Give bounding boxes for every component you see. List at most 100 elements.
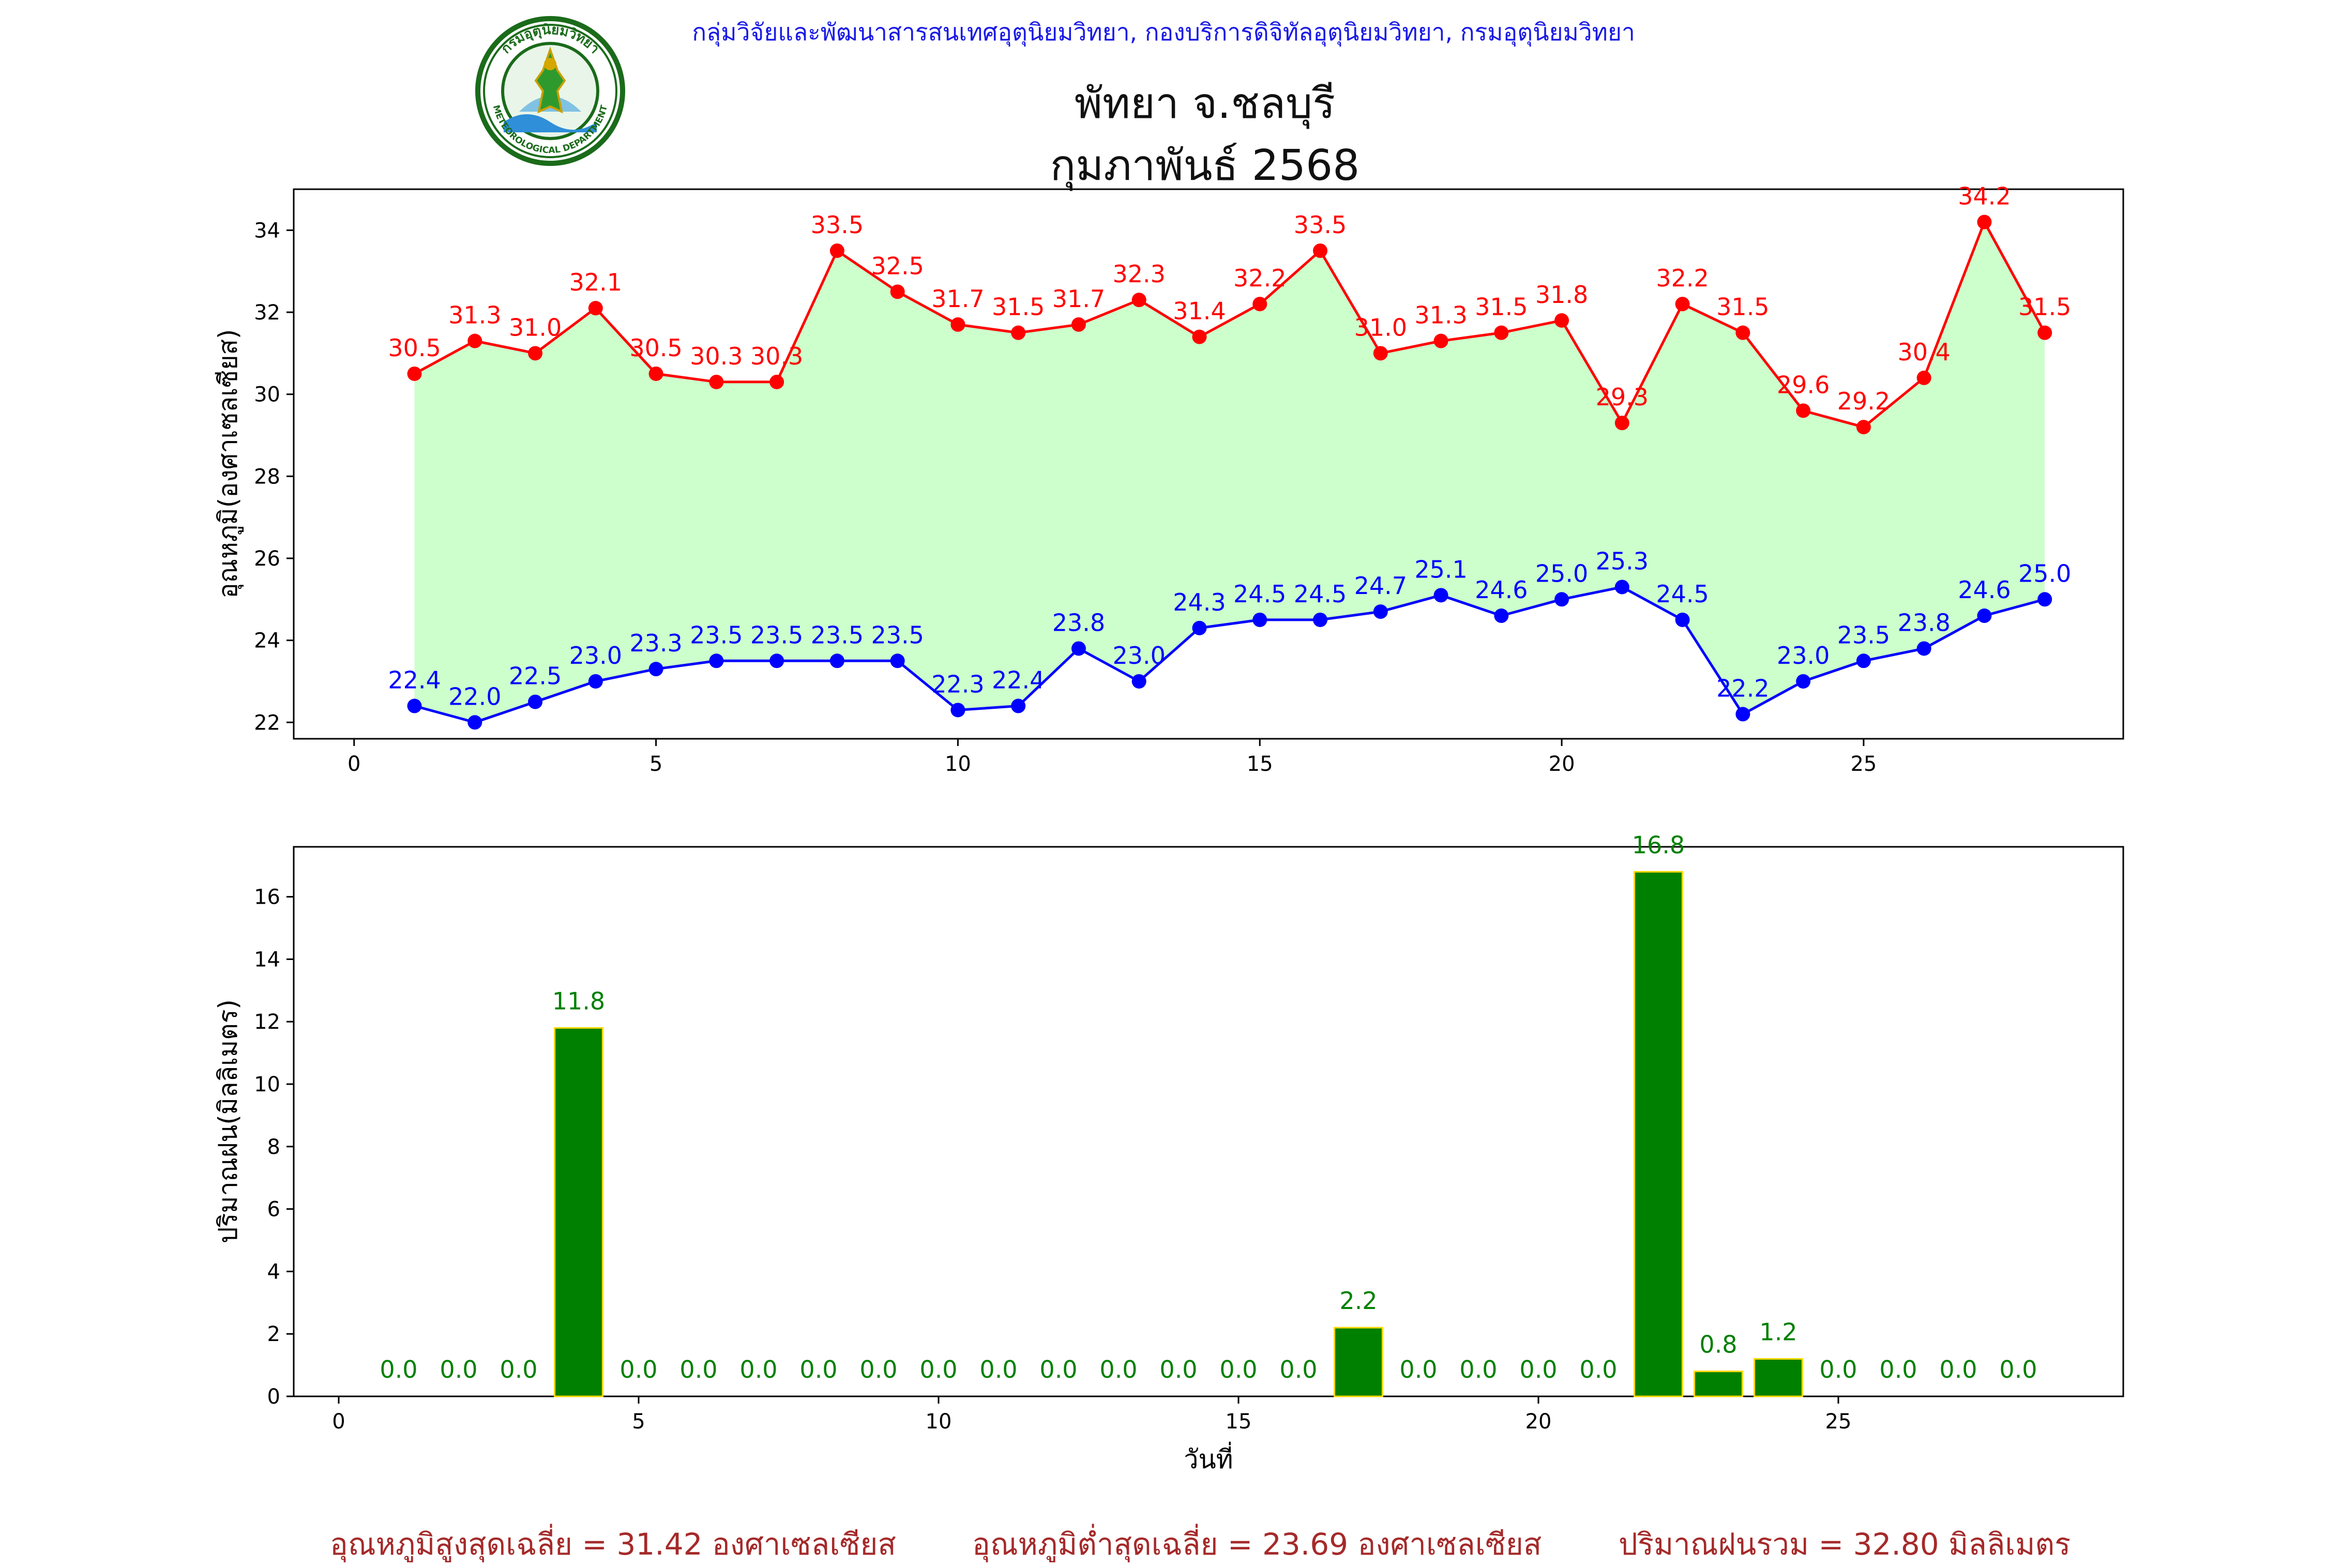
min-temperature-point	[890, 653, 905, 668]
rainfall-bar-label: 0.0	[1819, 1356, 1857, 1383]
rainfall-bar-label: 0.0	[500, 1356, 537, 1383]
temperature-y-tick-label: 26	[254, 547, 280, 571]
rainfall-x-axis-label: วันที่	[1184, 1442, 1233, 1474]
max-temperature-point	[1071, 317, 1086, 332]
max-temperature-label: 32.5	[871, 252, 924, 280]
rainfall-bar-label: 0.0	[1099, 1356, 1137, 1383]
max-temperature-point	[1313, 243, 1328, 258]
max-temperature-point	[1554, 313, 1569, 328]
temperature-y-tick-label: 24	[254, 629, 280, 653]
rainfall-x-tick-label: 15	[1226, 1410, 1252, 1434]
min-temperature-label: 24.6	[1958, 576, 2011, 604]
max-temperature-label: 30.5	[629, 334, 682, 362]
max-temperature-point	[1252, 297, 1267, 312]
max-temperature-point	[1796, 403, 1811, 418]
min-temperature-point	[407, 698, 422, 713]
rainfall-bar-label: 0.0	[1219, 1356, 1257, 1383]
rainfall-y-tick-label: 6	[267, 1198, 280, 1222]
department-logo: กรมอุตุนิยมวิทยา METEOROLOGICAL DEPARTME…	[475, 16, 625, 166]
rainfall-y-tick-label: 8	[267, 1135, 280, 1159]
min-temperature-point	[709, 653, 724, 668]
summary-avg-max: อุณหภูมิสูงสุดเฉลี่ย = 31.42 องศาเซลเซีย…	[330, 1527, 896, 1562]
max-temperature-line	[414, 219, 2046, 429]
temperature-x-tick-label: 25	[1850, 752, 1877, 776]
rainfall-x-tick-label: 10	[926, 1410, 952, 1434]
min-temperature-point	[1131, 674, 1146, 689]
min-temperature-label: 23.0	[1113, 642, 1166, 669]
rainfall-bar-label: 0.0	[1519, 1356, 1557, 1383]
max-temperature-label: 29.6	[1777, 371, 1830, 399]
rainfall-bar-label: 1.2	[1759, 1318, 1797, 1346]
rainfall-y-tick-label: 16	[254, 886, 280, 909]
max-temperature-label: 32.2	[1233, 264, 1286, 292]
min-temperature-label: 24.3	[1173, 588, 1226, 616]
temperature-x-tick-label: 10	[945, 752, 971, 776]
min-temperature-label: 23.5	[871, 621, 924, 649]
temperature-x-tick-label: 20	[1549, 752, 1575, 776]
max-temperature-label: 31.3	[448, 301, 501, 329]
rainfall-bar-label: 0.0	[440, 1356, 477, 1383]
max-temperature-label: 31.3	[1414, 301, 1467, 329]
min-temperature-point	[1192, 620, 1207, 635]
max-temperature-label: 29.3	[1596, 383, 1649, 411]
min-temperature-point	[2037, 592, 2052, 607]
temperature-y-tick-label: 32	[254, 301, 280, 325]
rainfall-x-tick-label: 5	[632, 1410, 645, 1434]
max-temperature-label: 33.5	[811, 211, 864, 239]
rainfall-bar	[1754, 1358, 1803, 1397]
temperature-y-axis-label: อุณหภูมิ(องศาเซลเซียส)	[213, 329, 244, 598]
min-temperature-point	[950, 703, 965, 718]
min-temperature-point	[467, 715, 482, 730]
max-temperature-point	[1916, 370, 1931, 385]
rainfall-chart: 0.0 0.0 0.0 11.8 0.0 0.0 0.0 0.0 0.0 0.0 0.0 0.0 0.0…	[254, 831, 2124, 1434]
rainfall-y-tick-label: 2	[267, 1322, 280, 1346]
max-temperature-label: 29.2	[1837, 387, 1890, 415]
min-temperature-label: 24.5	[1656, 580, 1709, 608]
max-temperature-point	[2037, 325, 2052, 340]
rainfall-y-tick-label: 14	[254, 948, 280, 971]
min-temperature-label: 23.0	[569, 642, 622, 669]
min-temperature-point	[829, 653, 844, 668]
max-temperature-label: 31.8	[1535, 281, 1588, 309]
min-temperature-label: 23.3	[629, 629, 682, 657]
rainfall-y-axis-label: ปริมาณฝน(มิลลิเมตร)	[213, 999, 243, 1243]
min-temperature-label: 24.6	[1475, 576, 1528, 604]
temperature-y-tick-label: 28	[254, 465, 280, 489]
min-temperature-label: 23.8	[1897, 608, 1950, 636]
min-temperature-point	[1313, 612, 1328, 627]
rainfall-bar-label: 2.2	[1339, 1287, 1377, 1315]
rainfall-bar-label: 0.0	[679, 1356, 717, 1383]
min-temperature-point	[1977, 608, 1992, 623]
rainfall-bar-label: 0.0	[1939, 1356, 1977, 1383]
temperature-chart: 30.531.3 31.032.130.5 30.3 30.333.532.531.7…	[254, 182, 2124, 776]
rainfall-x-tick-label: 20	[1525, 1410, 1552, 1434]
min-temperature-point	[1433, 588, 1448, 603]
max-temperature-label: 32.2	[1656, 264, 1709, 292]
rainfall-bar-label: 0.0	[1159, 1356, 1197, 1383]
rainfall-bar-label: 16.8	[1632, 831, 1685, 859]
max-temperature-label: 30.5	[388, 334, 441, 362]
min-temperature-label: 25.0	[2018, 559, 2071, 587]
min-temperature-label: 23.5	[690, 621, 743, 649]
min-temperature-line	[414, 585, 2045, 724]
chart-title-month: กุมภาพันธ์ 2568	[1050, 141, 1360, 190]
max-temperature-label: 31.7	[1052, 285, 1105, 313]
max-temperature-point	[1192, 329, 1207, 344]
rainfall-bar-label: 0.0	[799, 1356, 837, 1383]
max-temperature-label: 30.3	[750, 342, 803, 370]
temperature-y-tick-label: 30	[254, 383, 280, 407]
max-temperature-label: 31.5	[992, 293, 1045, 321]
temperature-x-tick-label: 15	[1247, 752, 1273, 776]
rainfall-bar-label: 11.8	[552, 987, 605, 1015]
min-temperature-point	[648, 662, 663, 677]
rainfall-bar-label: 0.8	[1699, 1331, 1737, 1359]
rainfall-y-tick-label: 12	[254, 1010, 280, 1034]
min-temperature-label: 22.2	[1716, 674, 1769, 702]
max-temperature-label: 30.4	[1897, 338, 1950, 366]
min-temperature-label: 22.0	[448, 682, 501, 710]
max-temperature-point	[1011, 325, 1026, 340]
max-temperature-label: 32.3	[1113, 260, 1166, 288]
rainfall-bar-label: 0.0	[1579, 1356, 1617, 1383]
max-temperature-label: 31.0	[1354, 313, 1407, 341]
